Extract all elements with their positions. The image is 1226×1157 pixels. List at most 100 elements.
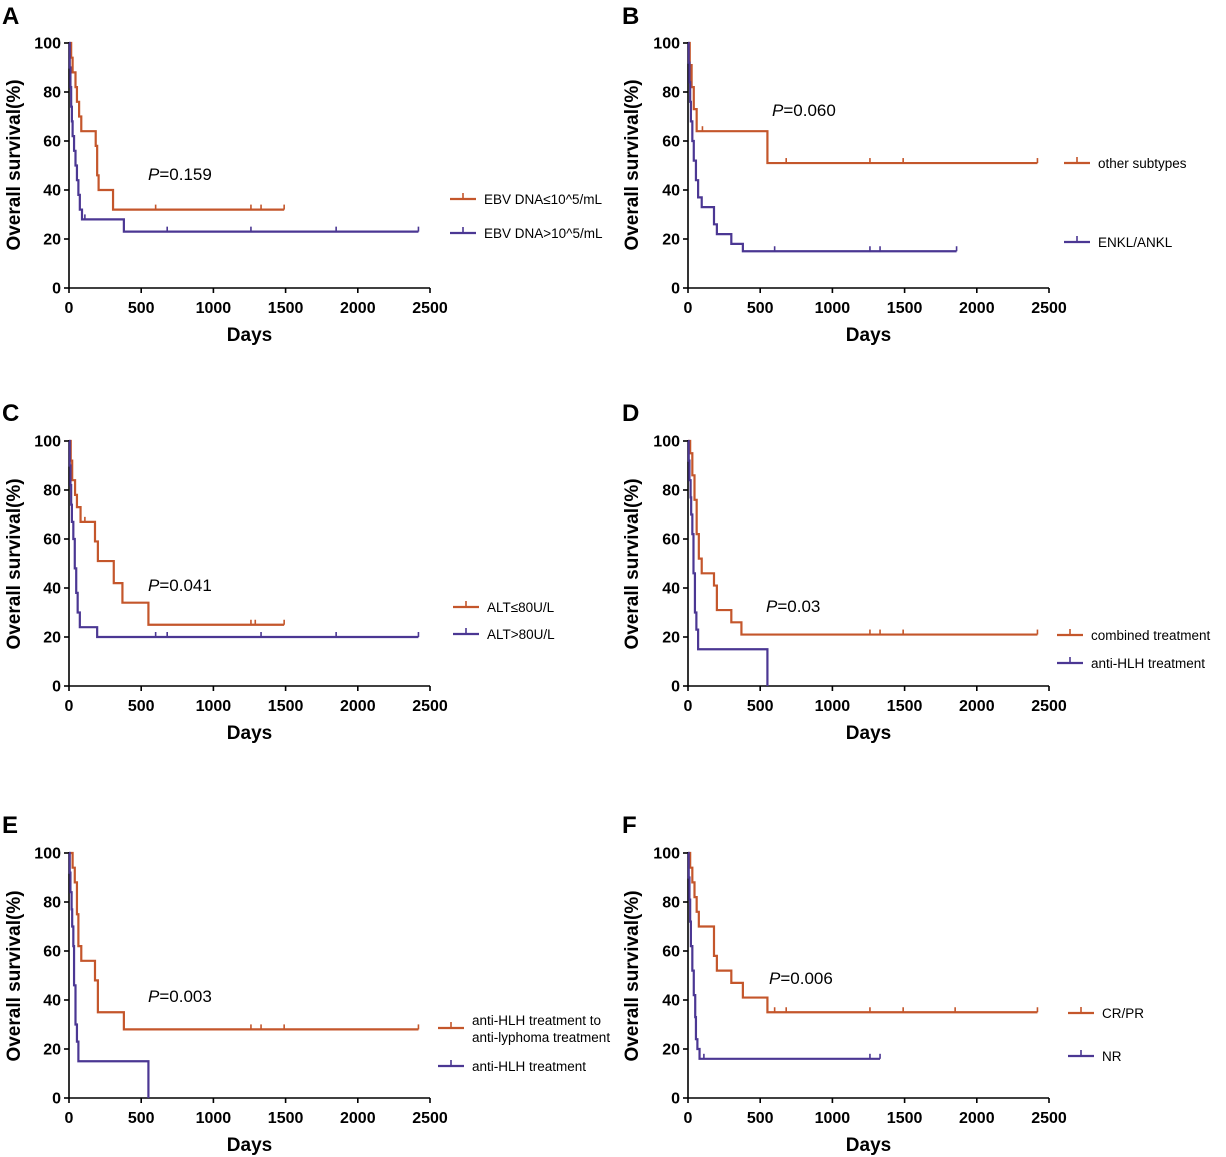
- panel-letter: D: [622, 400, 639, 427]
- p-value: =0.041: [159, 576, 211, 595]
- y-tick-label: 0: [671, 679, 680, 696]
- x-tick-label: 0: [684, 1110, 693, 1127]
- y-tick-label: 60: [43, 134, 61, 151]
- survival-curve-group2: [687, 439, 769, 686]
- legend-label: EBV DNA≤10^5/mL: [484, 192, 603, 207]
- x-tick-label: 0: [65, 300, 74, 317]
- x-tick-label: 2000: [959, 1110, 995, 1127]
- survival-curve-group1: [69, 851, 419, 1031]
- y-axis-title: Overall survival(%): [622, 79, 643, 250]
- x-axis-title: Days: [846, 723, 891, 744]
- legend-label: combined treatment: [1091, 628, 1211, 643]
- p-value: =0.03: [777, 597, 820, 616]
- y-tick-label: 0: [671, 1091, 680, 1108]
- y-tick-label: 40: [43, 993, 61, 1010]
- legend-label: anti-HLH treatment: [472, 1059, 586, 1074]
- x-tick-label: 2500: [412, 698, 448, 715]
- x-tick-label: 2000: [340, 300, 376, 317]
- legend-entry: anti-HLH treatment to anti-lyphoma treatm…: [438, 1013, 610, 1045]
- x-tick-label: 1500: [887, 300, 923, 317]
- y-tick-label: 40: [43, 581, 61, 598]
- x-tick-label: 2500: [1031, 1110, 1067, 1127]
- legend-label: ALT≤80U/L: [487, 600, 555, 615]
- legend-entry: ENKL/ANKL: [1064, 235, 1173, 250]
- y-tick-label: 80: [662, 483, 680, 500]
- x-tick-label: 1500: [268, 300, 304, 317]
- y-tick-label: 40: [662, 183, 680, 200]
- p-value-annotation: P=0.159: [148, 165, 212, 184]
- survival-curve-group2: [687, 851, 881, 1060]
- legend-entry: anti-HLH treatment: [438, 1059, 586, 1074]
- x-tick-label: 1000: [815, 698, 851, 715]
- p-value: =0.006: [780, 969, 832, 988]
- panel-letter: A: [2, 3, 19, 30]
- x-tick-label: 0: [65, 1110, 74, 1127]
- survival-curve-group2: [68, 851, 150, 1098]
- p-value-annotation: P=0.060: [772, 101, 836, 120]
- p-label: P: [769, 969, 781, 988]
- legend-entry: other subtypes: [1064, 156, 1187, 171]
- y-tick-label: 80: [662, 895, 680, 912]
- legend-label: ENKL/ANKL: [1098, 235, 1173, 250]
- legend-entry: CR/PR: [1068, 1006, 1144, 1021]
- legend-label: anti-HLH treatment: [1091, 656, 1205, 671]
- y-tick-label: 20: [43, 630, 61, 647]
- y-tick-label: 0: [52, 281, 61, 298]
- x-tick-label: 2500: [1031, 698, 1067, 715]
- panel-letter: F: [622, 812, 637, 839]
- survival-curve-group1: [69, 439, 285, 626]
- y-axis-title: Overall survival(%): [622, 478, 643, 649]
- survival-curve-group1: [69, 41, 285, 211]
- y-tick-label: 60: [662, 134, 680, 151]
- y-tick-label: 100: [653, 434, 680, 451]
- legend-label: anti-HLH treatment to anti-lyphoma treatm…: [472, 1013, 610, 1045]
- p-value: =0.060: [783, 101, 835, 120]
- y-tick-label: 40: [662, 993, 680, 1010]
- survival-curve-group1: [688, 851, 1038, 1014]
- y-tick-label: 100: [653, 846, 680, 863]
- x-axis-title: Days: [227, 325, 272, 346]
- y-tick-label: 20: [43, 1042, 61, 1059]
- legend-label: ALT>80U/L: [487, 627, 555, 642]
- x-tick-label: 1000: [196, 300, 232, 317]
- x-tick-label: 1500: [887, 1110, 923, 1127]
- y-tick-label: 60: [43, 532, 61, 549]
- p-value: =0.003: [159, 987, 211, 1006]
- p-value: =0.159: [159, 165, 211, 184]
- legend-label: NR: [1102, 1049, 1122, 1064]
- x-tick-label: 2000: [340, 698, 376, 715]
- legend-label-line: anti-lyphoma treatment: [472, 1030, 610, 1045]
- x-tick-label: 2000: [340, 1110, 376, 1127]
- x-tick-label: 0: [65, 698, 74, 715]
- x-tick-label: 2000: [959, 698, 995, 715]
- survival-curve-group2: [68, 439, 419, 639]
- y-axis-title: Overall survival(%): [4, 478, 25, 649]
- y-tick-label: 60: [662, 532, 680, 549]
- x-tick-label: 1000: [196, 698, 232, 715]
- y-tick-label: 20: [662, 1042, 680, 1059]
- panel-letter: C: [2, 400, 19, 427]
- p-label: P: [766, 597, 778, 616]
- y-axis-title: Overall survival(%): [4, 890, 25, 1061]
- legend-label-line: anti-HLH treatment to: [472, 1013, 601, 1028]
- x-tick-label: 1500: [268, 1110, 304, 1127]
- y-tick-label: 100: [34, 846, 61, 863]
- y-tick-label: 80: [43, 85, 61, 102]
- x-tick-label: 0: [684, 300, 693, 317]
- survival-curve-group2: [687, 41, 957, 253]
- y-tick-label: 0: [52, 679, 61, 696]
- y-tick-label: 100: [34, 434, 61, 451]
- y-tick-label: 80: [43, 483, 61, 500]
- x-tick-label: 2500: [412, 1110, 448, 1127]
- legend-entry: ALT>80U/L: [453, 627, 555, 642]
- x-axis-title: Days: [227, 1135, 272, 1156]
- panel-letter: B: [622, 3, 639, 30]
- x-tick-label: 500: [128, 300, 155, 317]
